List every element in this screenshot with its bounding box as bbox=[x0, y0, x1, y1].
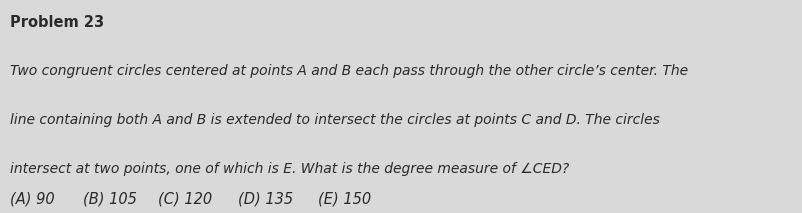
Text: intersect at two points, one of which is E. What is the degree measure of ∠CED?: intersect at two points, one of which is… bbox=[10, 162, 569, 176]
Text: (E) 150: (E) 150 bbox=[318, 192, 371, 207]
Text: (D) 135: (D) 135 bbox=[238, 192, 294, 207]
Text: Problem 23: Problem 23 bbox=[10, 15, 103, 30]
Text: (A) 90: (A) 90 bbox=[10, 192, 55, 207]
Text: Two congruent circles centered at points A and B each pass through the other cir: Two congruent circles centered at points… bbox=[10, 64, 688, 78]
Text: (B) 105: (B) 105 bbox=[83, 192, 137, 207]
Text: (C) 120: (C) 120 bbox=[158, 192, 212, 207]
Text: line containing both A and B is extended to intersect the circles at points C an: line containing both A and B is extended… bbox=[10, 113, 659, 127]
